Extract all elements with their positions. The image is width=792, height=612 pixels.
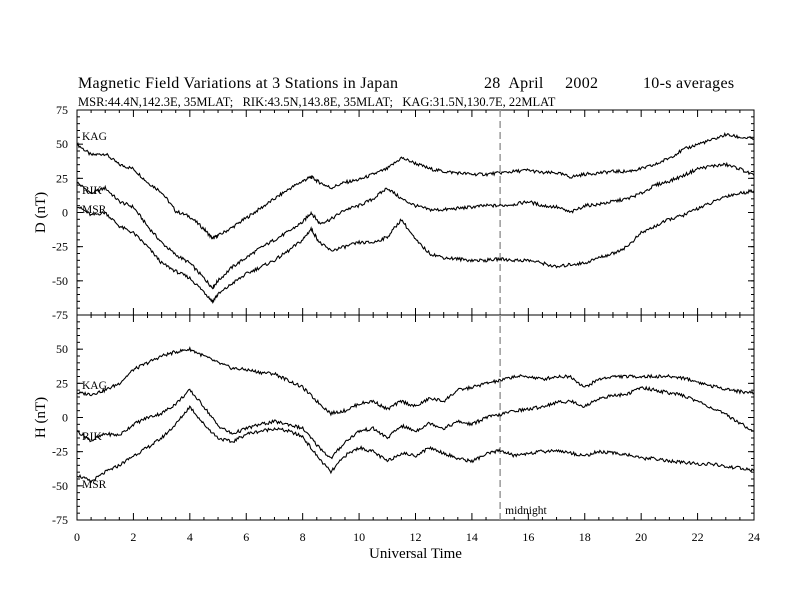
- d-component-panel: 75 50 25 0 -25 -50 -75 D (nT) KAG RIK MSR: [33, 103, 755, 322]
- series-line-rik: [76, 385, 755, 460]
- y-tick-label: 25: [56, 376, 68, 390]
- series-label-kag: KAG: [82, 380, 107, 392]
- series-label-msr: MSR: [82, 204, 107, 216]
- x-tick-label: 24: [748, 530, 760, 544]
- y-tick-label: -75: [52, 513, 68, 527]
- chart-date: 28 April 2002: [484, 75, 598, 92]
- series-line-kag: [76, 131, 755, 240]
- x-tick-label: 20: [635, 530, 647, 544]
- series-label-msr: MSR: [82, 479, 107, 491]
- y-tick-label: -25: [52, 240, 68, 254]
- midnight-annotation: midnight: [505, 505, 547, 517]
- panel-frame: [76, 314, 755, 521]
- x-tick-label: 10: [353, 530, 365, 544]
- x-tick-label: 0: [74, 530, 80, 544]
- x-tick-label: 4: [187, 530, 193, 544]
- x-tick-label: 18: [579, 530, 591, 544]
- x-tick-label: 16: [522, 530, 534, 544]
- series-label-rik: RIK: [82, 185, 103, 197]
- chart-title: Magnetic Field Variations at 3 Stations …: [78, 75, 398, 92]
- x-tick-label: 2: [130, 530, 136, 544]
- y-tick-label: -50: [52, 479, 68, 493]
- y-tick-label: -50: [52, 274, 68, 288]
- y-tick-label: 25: [56, 171, 68, 185]
- y-tick-label: -25: [52, 445, 68, 459]
- series-line-msr: [76, 405, 755, 484]
- y-tick-label: 50: [56, 137, 68, 151]
- x-tick-label: 8: [300, 530, 306, 544]
- y-axis-label: D (nT): [33, 192, 49, 233]
- x-tick-label: 22: [692, 530, 704, 544]
- x-axis-label: Universal Time: [369, 546, 462, 562]
- panel-frame: [76, 109, 755, 316]
- y-tick-label: 75: [56, 103, 68, 117]
- x-tick-label: 12: [410, 530, 422, 544]
- series-label-kag: KAG: [82, 131, 107, 143]
- y-tick-label: 0: [62, 411, 68, 425]
- series-line-msr: [76, 188, 755, 305]
- y-axis-label: H (nT): [33, 397, 49, 438]
- y-tick-label: -75: [52, 308, 68, 322]
- chart-averaging: 10-s averages: [643, 75, 734, 92]
- chart-stations-line: MSR:44.4N,142.3E, 35MLAT; RIK:43.5N,143.…: [78, 95, 556, 109]
- y-tick-label: 50: [56, 342, 68, 356]
- series-line-kag: [76, 346, 755, 417]
- x-tick-label: 14: [466, 530, 478, 544]
- series-line-rik: [76, 161, 755, 290]
- x-tick-label: 6: [243, 530, 249, 544]
- series-label-rik: RIK: [82, 431, 103, 443]
- y-tick-label: 0: [62, 206, 68, 220]
